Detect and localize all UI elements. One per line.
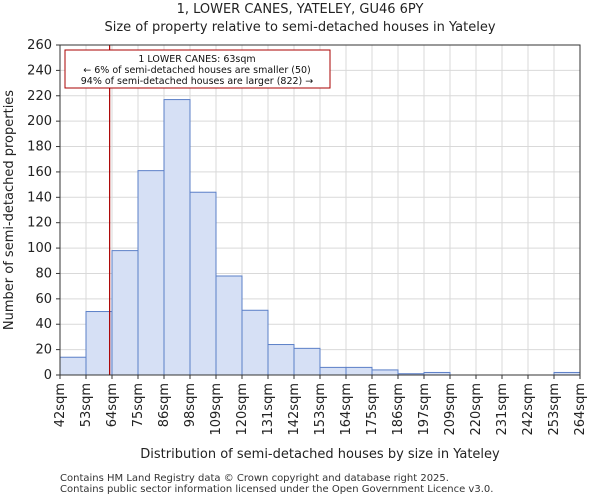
footer-line-2: Contains public sector information licen…	[60, 484, 494, 495]
histogram-bar	[267, 344, 295, 376]
x-tick-label: 242sqm	[521, 383, 536, 436]
x-tick-label: 197sqm	[417, 383, 432, 436]
histogram-bar	[293, 347, 321, 376]
annotation-layer: 1 LOWER CANES: 63sqm← 6% of semi-detache…	[64, 49, 331, 89]
x-tick-label: 42sqm	[53, 383, 68, 427]
y-tick-label: 180	[27, 140, 52, 155]
x-tick-label: 264sqm	[573, 383, 588, 436]
annotation-box	[64, 49, 331, 89]
y-tick-label: 80	[35, 266, 52, 281]
chart-subtitle: Size of property relative to semi-detach…	[104, 20, 496, 35]
histogram-bar	[189, 191, 217, 376]
x-tick-label: 109sqm	[209, 383, 224, 436]
histogram-bar	[111, 250, 139, 376]
histogram-bar	[85, 311, 113, 376]
x-tick-label: 209sqm	[443, 383, 458, 436]
x-tick-label: 64sqm	[105, 383, 120, 427]
annotation-line-3: 94% of semi-detached houses are larger (…	[81, 76, 314, 87]
histogram-bar	[241, 309, 269, 376]
footer-line-1: Contains HM Land Registry data © Crown c…	[60, 473, 449, 484]
y-tick-label: 160	[27, 165, 52, 180]
x-tick-label: 220sqm	[469, 383, 484, 436]
annotation-line-2: ← 6% of semi-detached houses are smaller…	[83, 65, 311, 76]
x-tick-label: 164sqm	[339, 383, 354, 436]
x-tick-label: 98sqm	[183, 383, 198, 427]
y-axis-label: Number of semi-detached properties	[2, 90, 17, 330]
x-tick-label: 53sqm	[79, 383, 94, 427]
histogram-chart: 0 20 40 60 80 100 120 140 160 180 200 220 240 260 42sq…	[2, 38, 588, 462]
histogram-bar	[59, 356, 87, 376]
x-tick-label: 186sqm	[391, 383, 406, 436]
y-tick-label: 0	[44, 368, 52, 383]
histogram-bar	[137, 170, 165, 376]
x-tick-label: 153sqm	[313, 383, 328, 436]
histogram-bar	[163, 99, 191, 376]
histogram-bar	[371, 369, 399, 376]
x-tick-label: 142sqm	[287, 383, 302, 436]
y-tick-label: 20	[35, 343, 52, 358]
x-tick-label: 120sqm	[235, 383, 250, 436]
y-tick-label: 40	[35, 317, 52, 332]
x-tick-label: 253sqm	[547, 383, 562, 436]
x-axis-label: Distribution of semi-detached houses by …	[140, 447, 500, 462]
chart-title: 1, LOWER CANES, YATELEY, GU46 6PY	[176, 2, 424, 17]
y-tick-label: 220	[27, 89, 52, 104]
x-tick-label: 86sqm	[157, 383, 172, 427]
y-tick-label: 120	[27, 216, 52, 231]
x-tick-label: 75sqm	[131, 383, 146, 427]
y-tick-label: 260	[27, 38, 52, 53]
y-tick-label: 100	[27, 241, 52, 256]
x-tick-label: 175sqm	[365, 383, 380, 436]
axis-layer: 0 20 40 60 80 100 120 140 160 180 200 220 240 260 42sq…	[2, 38, 588, 462]
y-tick-label: 140	[27, 190, 52, 205]
x-tick-label: 131sqm	[261, 383, 276, 436]
y-tick-label: 60	[35, 292, 52, 307]
x-tick-label: 231sqm	[495, 383, 510, 436]
annotation-line-1: 1 LOWER CANES: 63sqm	[138, 54, 255, 65]
histogram-bar	[215, 275, 243, 376]
histogram-bar	[345, 366, 373, 376]
y-tick-label: 240	[27, 63, 52, 78]
y-tick-label: 200	[27, 114, 52, 129]
bar-layer	[59, 99, 581, 376]
histogram-bar	[319, 366, 347, 376]
